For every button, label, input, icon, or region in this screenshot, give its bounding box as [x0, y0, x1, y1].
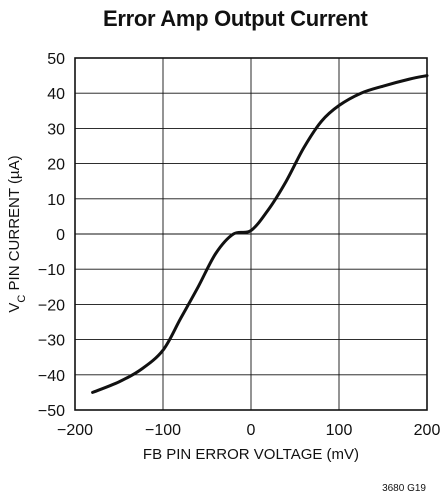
y-tick-label: −20	[38, 297, 65, 314]
y-tick-label: −50	[38, 403, 65, 420]
figure-id: 3680 G19	[382, 483, 426, 494]
chart-title: Error Amp Output Current	[103, 6, 368, 31]
y-axis-label-rest: PIN CURRENT (µA)	[6, 155, 23, 294]
y-tick-label: 40	[47, 86, 65, 103]
y-tick-label: 20	[47, 157, 65, 174]
y-tick-label: −10	[38, 262, 65, 279]
series-line	[91, 74, 429, 394]
y-tick-label: −30	[38, 333, 65, 350]
x-axis-label: FB PIN ERROR VOLTAGE (mV)	[143, 446, 359, 463]
y-tick-labels: 50 40 30 20 10 0 −10 −20 −30 −40 −50	[38, 51, 65, 420]
y-axis-label-subscript: C	[16, 295, 28, 303]
x-tick-label: 200	[414, 422, 441, 439]
y-tick-label: 30	[47, 121, 65, 138]
x-tick-label: 0	[247, 422, 256, 439]
y-axis-label-main: V	[6, 303, 23, 313]
x-tick-label: 100	[326, 422, 353, 439]
grid	[75, 58, 427, 410]
x-tick-label: −200	[57, 422, 93, 439]
y-tick-label: −40	[38, 368, 65, 385]
y-tick-label: 10	[47, 192, 65, 209]
x-tick-labels: −200 −100 0 100 200	[57, 422, 440, 439]
y-tick-label: 50	[47, 51, 65, 68]
x-tick-label: −100	[145, 422, 181, 439]
y-axis-label: VC PIN CURRENT (µA)	[6, 155, 28, 312]
plot-area-frame	[74, 57, 428, 411]
series-layer	[91, 74, 429, 394]
y-tick-label: 0	[56, 227, 65, 244]
